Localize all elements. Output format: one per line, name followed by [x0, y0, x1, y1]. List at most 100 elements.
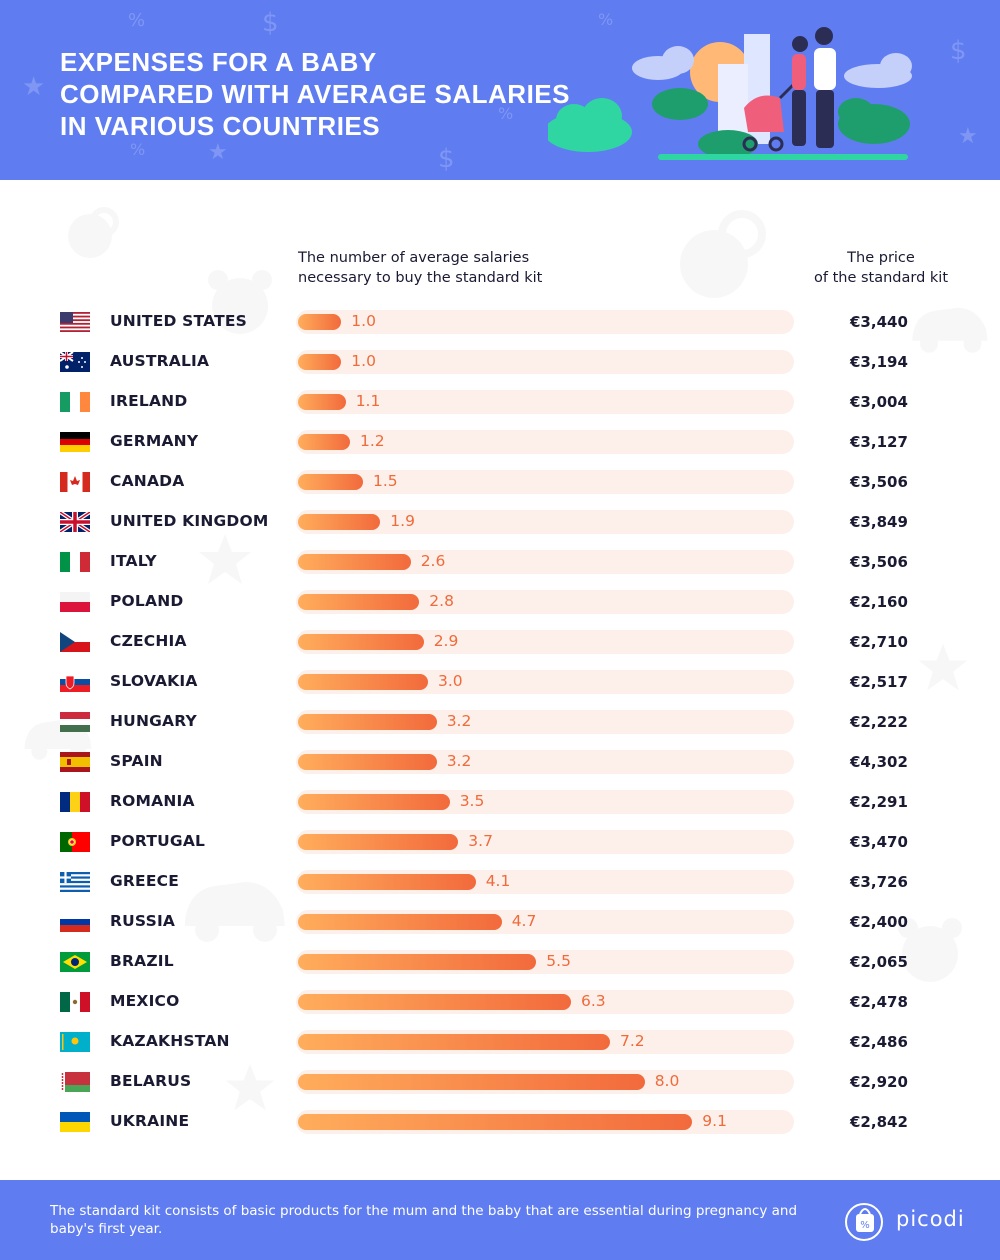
flag-ru-icon — [60, 912, 90, 932]
flag-hu-icon — [60, 712, 90, 732]
price-value: €2,160 — [850, 593, 908, 611]
flag-sk-icon — [60, 672, 90, 692]
price-value: €2,710 — [850, 633, 908, 651]
percent-icon: % — [128, 10, 146, 31]
bar-value-label: 1.5 — [373, 472, 398, 490]
pacifier-watermark-icon — [68, 207, 119, 258]
teddy-bear-watermark-icon — [208, 270, 272, 334]
bar-value-label: 2.9 — [433, 632, 459, 650]
flag-cz-icon — [60, 632, 90, 652]
country-name: AUSTRALIA — [110, 352, 210, 370]
table-row: KAZAKHSTAN 7.2 €2,486 — [0, 1021, 1000, 1061]
bar-value-label: 1.1 — [355, 392, 381, 410]
bar-value-label: 1.0 — [351, 352, 376, 370]
flag-it-icon — [60, 552, 90, 572]
star-icon: ★ — [22, 72, 46, 102]
table-row: BRAZIL 5.5 €2,065 — [0, 941, 1000, 981]
header-line: of the standard kit — [813, 270, 949, 286]
title-line: EXPENSES FOR A BABY — [60, 47, 377, 77]
bar-track — [296, 390, 794, 414]
cloud-shape — [632, 46, 694, 80]
country-name: GREECE — [110, 872, 179, 890]
salary-bar — [298, 434, 350, 450]
flag-pt-icon — [60, 832, 90, 852]
dollar-icon: $ — [950, 36, 967, 66]
table-row: SPAIN 3.2 €4,302 — [0, 741, 1000, 781]
table-row: UKRAINE 9.1 €2,842 — [0, 1101, 1000, 1141]
bar-track — [296, 430, 794, 454]
flag-kz-icon — [60, 1032, 90, 1052]
salary-bar — [298, 314, 342, 330]
flag-ca-icon — [60, 472, 90, 492]
bush-shape — [548, 98, 632, 152]
stroller-shape — [742, 82, 796, 152]
country-name: BELARUS — [110, 1072, 192, 1090]
country-name: BRAZIL — [110, 952, 174, 970]
salary-bar — [298, 594, 420, 610]
salary-bar — [298, 1034, 610, 1050]
salary-bar — [298, 354, 342, 370]
price-value: €2,291 — [850, 793, 908, 811]
price-value: €3,194 — [850, 353, 908, 371]
table-row: PORTUGAL 3.7 €3,470 — [0, 821, 1000, 861]
bar-value-label: 3.5 — [459, 792, 485, 810]
table-row: SLOVAKIA 3.0 €2,517 — [0, 661, 1000, 701]
salary-bar — [298, 954, 537, 970]
bar-value-label: 4.1 — [485, 872, 511, 890]
price-value: €3,506 — [850, 553, 908, 571]
header-line: necessary to buy the standard kit — [298, 270, 543, 286]
teddy-bear-watermark-icon — [898, 918, 962, 982]
header-line: The number of average salaries — [298, 250, 530, 266]
toy-car-watermark-icon — [185, 882, 285, 942]
bar-value-label: 2.8 — [429, 592, 454, 610]
table-row: IRELAND 1.1 €3,004 — [0, 381, 1000, 421]
flag-mx-icon — [60, 992, 90, 1012]
country-name: CANADA — [110, 472, 185, 490]
percent-icon: % — [130, 140, 146, 159]
bar-value-label: 4.7 — [511, 912, 537, 930]
salary-bar — [298, 1074, 645, 1090]
star-watermark-icon — [225, 1063, 275, 1111]
header-banner: $ % ★ ★ % $ % ★ $ % EXPENSES FOR A BABY … — [0, 0, 1000, 180]
table-row: GREECE 4.1 €3,726 — [0, 861, 1000, 901]
bar-value-label: 9.1 — [702, 1112, 727, 1130]
price-value: €2,400 — [850, 913, 908, 931]
price-value: €3,849 — [850, 513, 908, 531]
price-value: €2,517 — [850, 673, 908, 691]
salary-bar — [298, 1114, 693, 1130]
bar-value-label: 7.2 — [620, 1032, 645, 1050]
flag-us-icon — [60, 312, 90, 332]
dollar-icon: $ — [262, 8, 279, 38]
salary-bar — [298, 874, 476, 890]
flag-ro-icon — [60, 792, 90, 812]
bar-value-label: 2.6 — [420, 552, 446, 570]
price-value: €4,302 — [850, 753, 908, 771]
footer-banner: The standard kit consists of basic produ… — [0, 1180, 1000, 1260]
table-row: MEXICO 6.3 €2,478 — [0, 981, 1000, 1021]
svg-text:%: % — [860, 1220, 870, 1231]
salary-bar — [298, 554, 411, 570]
salaries-column-header: The number of average salaries necessary… — [298, 248, 542, 288]
dollar-icon: $ — [438, 144, 455, 174]
pacifier-watermark-icon — [680, 210, 766, 298]
flag-es-icon — [60, 752, 90, 772]
table-row: GERMANY 1.2 €3,127 — [0, 421, 1000, 461]
bar-value-label: 1.2 — [360, 432, 385, 450]
salary-bar — [298, 674, 428, 690]
bar-track — [296, 350, 794, 374]
bar-track — [296, 470, 794, 494]
family-with-stroller-illustration — [548, 27, 912, 160]
flag-by-icon — [60, 1072, 90, 1092]
table-row: UNITED KINGDOM 1.9 €3,849 — [0, 501, 1000, 541]
table-row: HUNGARY 3.2 €2,222 — [0, 701, 1000, 741]
price-value: €3,726 — [850, 873, 908, 891]
country-name: IRELAND — [110, 392, 188, 410]
table-row: BELARUS 8.0 €2,920 — [0, 1061, 1000, 1101]
country-name: SLOVAKIA — [110, 672, 198, 690]
price-value: €3,127 — [850, 433, 908, 451]
price-column-header: The price of the standard kit — [796, 248, 966, 288]
flag-gb-icon — [60, 512, 90, 532]
bar-track — [296, 310, 794, 334]
price-value: €2,222 — [850, 713, 908, 731]
price-value: €3,440 — [850, 313, 908, 331]
